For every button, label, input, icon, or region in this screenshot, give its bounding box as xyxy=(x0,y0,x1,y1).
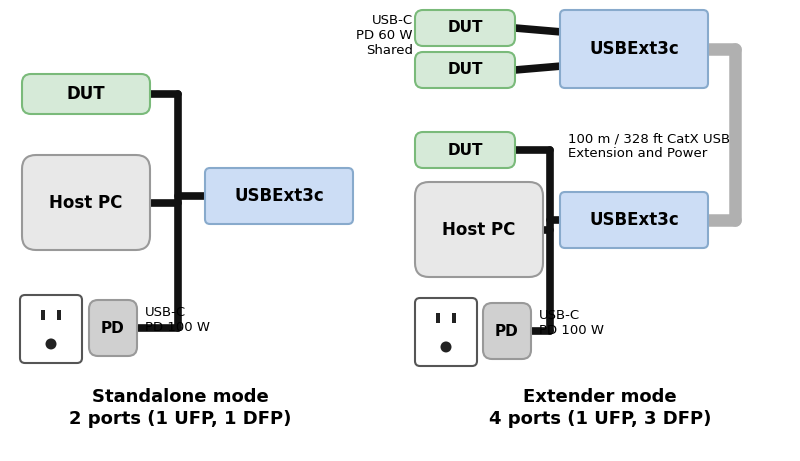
FancyBboxPatch shape xyxy=(415,132,515,168)
FancyBboxPatch shape xyxy=(415,10,515,46)
Text: USB-C
PD 100 W: USB-C PD 100 W xyxy=(145,306,210,334)
Text: PD: PD xyxy=(495,324,519,338)
FancyBboxPatch shape xyxy=(89,300,137,356)
Bar xyxy=(436,313,440,323)
Text: Host PC: Host PC xyxy=(442,220,516,238)
Bar xyxy=(57,310,61,320)
Circle shape xyxy=(441,342,451,353)
FancyBboxPatch shape xyxy=(22,155,150,250)
FancyBboxPatch shape xyxy=(205,168,353,224)
Text: USBExt3c: USBExt3c xyxy=(234,187,324,205)
Text: USBExt3c: USBExt3c xyxy=(589,211,679,229)
Text: 2 ports (1 UFP, 1 DFP): 2 ports (1 UFP, 1 DFP) xyxy=(69,410,291,428)
Circle shape xyxy=(46,338,57,349)
Text: 100 m / 328 ft CatX USB
Extension and Power: 100 m / 328 ft CatX USB Extension and Po… xyxy=(568,132,730,160)
Text: DUT: DUT xyxy=(66,85,106,103)
Text: Extender mode: Extender mode xyxy=(523,388,677,406)
FancyBboxPatch shape xyxy=(560,192,708,248)
Text: Host PC: Host PC xyxy=(50,194,122,212)
Text: DUT: DUT xyxy=(447,142,482,158)
Text: USB-C
PD 60 W
Shared: USB-C PD 60 W Shared xyxy=(357,14,413,57)
Text: USB-C
PD 100 W: USB-C PD 100 W xyxy=(539,309,604,337)
FancyBboxPatch shape xyxy=(20,295,82,363)
Text: DUT: DUT xyxy=(447,63,482,77)
FancyBboxPatch shape xyxy=(415,298,477,366)
Text: PD: PD xyxy=(101,320,125,336)
FancyBboxPatch shape xyxy=(22,74,150,114)
FancyBboxPatch shape xyxy=(560,10,708,88)
Text: Standalone mode: Standalone mode xyxy=(92,388,268,406)
Bar xyxy=(41,310,45,320)
FancyBboxPatch shape xyxy=(483,303,531,359)
Bar xyxy=(452,313,456,323)
FancyBboxPatch shape xyxy=(415,52,515,88)
Text: USBExt3c: USBExt3c xyxy=(589,40,679,58)
Text: DUT: DUT xyxy=(447,20,482,35)
Text: 4 ports (1 UFP, 3 DFP): 4 ports (1 UFP, 3 DFP) xyxy=(489,410,711,428)
FancyBboxPatch shape xyxy=(415,182,543,277)
